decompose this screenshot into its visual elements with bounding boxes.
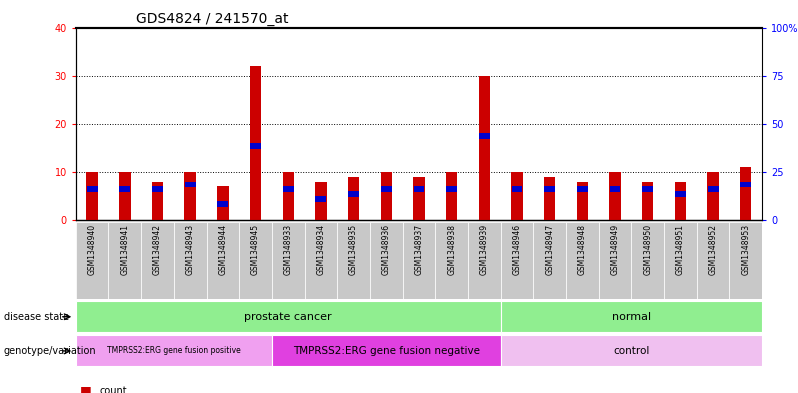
Text: GSM1348948: GSM1348948 bbox=[578, 224, 587, 275]
Bar bbox=[740, 167, 752, 220]
Text: GSM1348952: GSM1348952 bbox=[709, 224, 717, 275]
Bar bbox=[413, 186, 425, 192]
Text: GSM1348943: GSM1348943 bbox=[186, 224, 195, 275]
Text: normal: normal bbox=[612, 312, 651, 322]
Bar bbox=[338, 222, 370, 299]
Text: GSM1348942: GSM1348942 bbox=[153, 224, 162, 275]
Text: GSM1348944: GSM1348944 bbox=[219, 224, 227, 275]
Bar bbox=[207, 222, 239, 299]
Bar bbox=[435, 222, 468, 299]
Bar bbox=[348, 177, 359, 220]
Bar bbox=[577, 186, 588, 192]
Text: prostate cancer: prostate cancer bbox=[244, 312, 332, 322]
Bar bbox=[479, 75, 490, 220]
Bar bbox=[697, 222, 729, 299]
Bar bbox=[86, 172, 98, 220]
Text: TMPRSS2:ERG gene fusion positive: TMPRSS2:ERG gene fusion positive bbox=[107, 347, 241, 355]
Text: GDS4824 / 241570_at: GDS4824 / 241570_at bbox=[136, 12, 288, 26]
Bar bbox=[479, 133, 490, 139]
Bar bbox=[141, 222, 174, 299]
Bar bbox=[664, 222, 697, 299]
Text: GSM1348947: GSM1348947 bbox=[545, 224, 554, 275]
Text: GSM1348936: GSM1348936 bbox=[381, 224, 391, 275]
Bar bbox=[381, 186, 392, 192]
Bar bbox=[87, 186, 97, 192]
Text: GSM1348940: GSM1348940 bbox=[88, 224, 97, 275]
Bar bbox=[282, 172, 294, 220]
Bar bbox=[120, 186, 130, 192]
Text: GSM1348937: GSM1348937 bbox=[414, 224, 424, 275]
Bar bbox=[533, 222, 566, 299]
Bar bbox=[500, 222, 533, 299]
Bar bbox=[729, 222, 762, 299]
Bar bbox=[446, 172, 457, 220]
Text: GSM1348939: GSM1348939 bbox=[480, 224, 489, 275]
Bar bbox=[272, 222, 305, 299]
Bar bbox=[76, 301, 500, 332]
Bar bbox=[577, 182, 588, 220]
Bar bbox=[381, 172, 392, 220]
Text: genotype/variation: genotype/variation bbox=[4, 346, 97, 356]
Text: GSM1348949: GSM1348949 bbox=[610, 224, 619, 275]
Bar bbox=[610, 186, 621, 192]
Bar bbox=[598, 222, 631, 299]
Bar bbox=[468, 222, 500, 299]
Bar bbox=[217, 201, 228, 207]
Bar bbox=[239, 222, 272, 299]
Bar bbox=[315, 182, 326, 220]
Bar bbox=[76, 336, 272, 366]
Bar bbox=[741, 182, 751, 187]
Bar bbox=[512, 186, 523, 192]
Text: disease state: disease state bbox=[4, 312, 69, 322]
Bar bbox=[544, 177, 555, 220]
Bar bbox=[76, 222, 109, 299]
Bar bbox=[217, 186, 228, 220]
Bar bbox=[631, 222, 664, 299]
Text: GSM1348933: GSM1348933 bbox=[284, 224, 293, 275]
Bar bbox=[174, 222, 207, 299]
Text: count: count bbox=[100, 386, 128, 393]
Text: GSM1348953: GSM1348953 bbox=[741, 224, 750, 275]
Text: GSM1348951: GSM1348951 bbox=[676, 224, 685, 275]
Text: GSM1348935: GSM1348935 bbox=[349, 224, 358, 275]
Text: TMPRSS2:ERG gene fusion negative: TMPRSS2:ERG gene fusion negative bbox=[293, 346, 480, 356]
Bar bbox=[119, 172, 131, 220]
Bar bbox=[674, 182, 686, 220]
Bar bbox=[675, 191, 685, 197]
Bar bbox=[512, 172, 523, 220]
Bar bbox=[642, 182, 654, 220]
Bar bbox=[152, 182, 164, 220]
Bar bbox=[185, 182, 196, 187]
Text: GSM1348946: GSM1348946 bbox=[512, 224, 521, 275]
Text: ■: ■ bbox=[80, 384, 92, 393]
Bar bbox=[282, 186, 294, 192]
Text: GSM1348950: GSM1348950 bbox=[643, 224, 652, 275]
Bar bbox=[707, 172, 719, 220]
Bar bbox=[370, 222, 403, 299]
Bar bbox=[348, 191, 359, 197]
Bar bbox=[272, 336, 500, 366]
Bar bbox=[250, 66, 261, 220]
Bar bbox=[708, 186, 718, 192]
Bar bbox=[500, 301, 762, 332]
Bar bbox=[446, 186, 457, 192]
Bar bbox=[610, 172, 621, 220]
Bar bbox=[413, 177, 425, 220]
Bar bbox=[566, 222, 598, 299]
Bar bbox=[500, 336, 762, 366]
Bar bbox=[544, 186, 555, 192]
Bar bbox=[152, 186, 163, 192]
Text: GSM1348941: GSM1348941 bbox=[120, 224, 129, 275]
Bar bbox=[250, 143, 261, 149]
Bar bbox=[315, 196, 326, 202]
Text: GSM1348945: GSM1348945 bbox=[251, 224, 260, 275]
Bar bbox=[305, 222, 338, 299]
Bar bbox=[184, 172, 196, 220]
Text: GSM1348938: GSM1348938 bbox=[447, 224, 456, 275]
Text: control: control bbox=[613, 346, 650, 356]
Text: GSM1348934: GSM1348934 bbox=[317, 224, 326, 275]
Bar bbox=[109, 222, 141, 299]
Bar bbox=[642, 186, 653, 192]
Bar bbox=[403, 222, 435, 299]
